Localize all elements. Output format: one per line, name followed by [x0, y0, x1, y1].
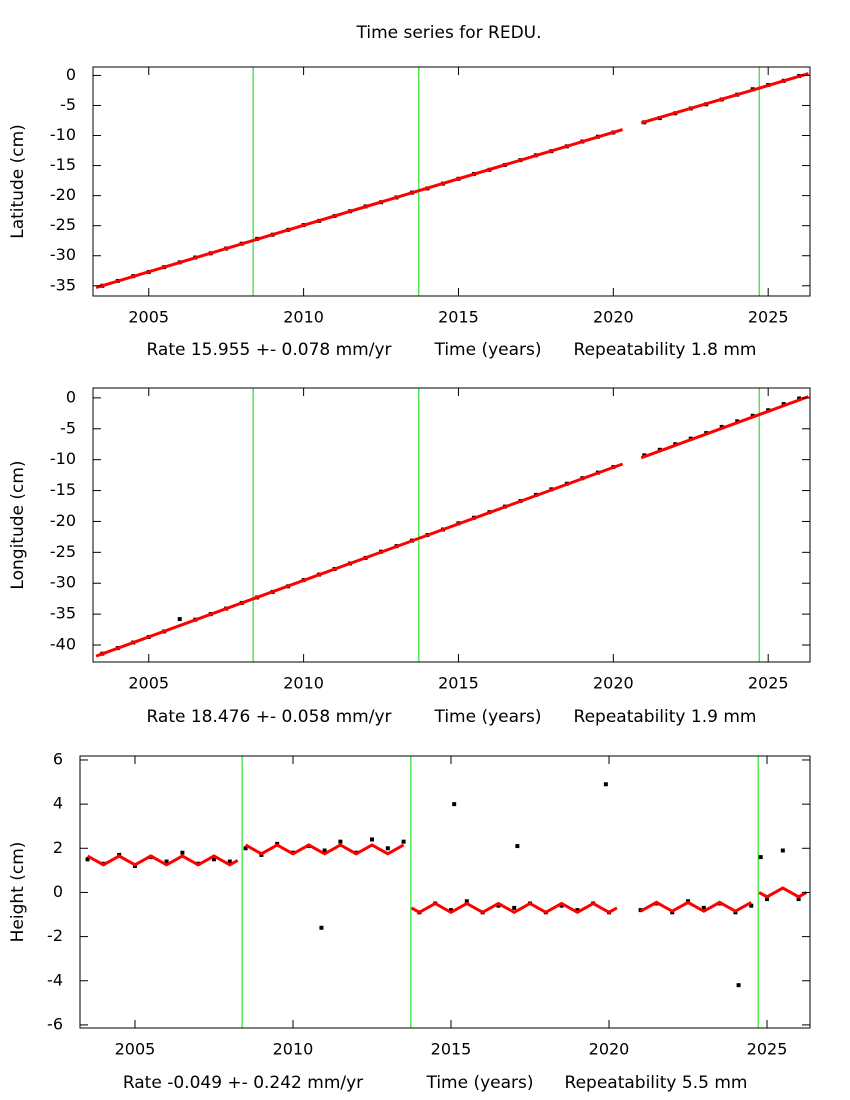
- x-tick-label: 2020: [589, 1040, 630, 1059]
- observation: [765, 897, 770, 902]
- y-tick-label: -2: [47, 926, 63, 945]
- y-tick-label: 0: [66, 65, 76, 84]
- x-tick-label: 2020: [593, 674, 634, 693]
- y-axis-label: Latitude (cm): [8, 124, 28, 239]
- x-tick-label: 2010: [273, 1040, 314, 1059]
- observation: [736, 983, 741, 988]
- observation: [449, 908, 454, 913]
- y-tick-label: -25: [50, 542, 76, 561]
- y-tick-label: -6: [47, 1014, 63, 1033]
- x-tick-label: 2015: [438, 674, 479, 693]
- repeatability-label: Repeatability 1.9 mm: [574, 707, 757, 727]
- x-tick-label: 2025: [748, 308, 789, 327]
- observation: [177, 617, 182, 622]
- observation: [496, 903, 501, 908]
- rate-label: Rate -0.049 +- 0.242 mm/yr: [123, 1073, 363, 1093]
- x-axis-label: Time (years): [433, 340, 541, 360]
- x-tick-label: 2010: [283, 308, 324, 327]
- observation: [780, 848, 785, 853]
- y-tick-label: -30: [50, 245, 76, 264]
- x-tick-label: 2005: [115, 1040, 156, 1059]
- y-tick-label: -20: [50, 185, 76, 204]
- y-tick-label: 0: [53, 882, 63, 901]
- observation: [559, 903, 564, 908]
- x-tick-label: 2015: [431, 1040, 472, 1059]
- observation: [180, 850, 185, 855]
- y-axis-label: Height (cm): [8, 842, 28, 943]
- y-tick-label: 4: [53, 794, 63, 813]
- x-tick-label: 2025: [747, 1040, 788, 1059]
- plot-frame: [92, 66, 811, 297]
- observation: [452, 802, 457, 807]
- observation: [164, 859, 169, 864]
- y-tick-label: 2: [53, 838, 63, 857]
- x-tick-label: 2015: [438, 308, 479, 327]
- observation: [575, 908, 580, 913]
- x-tick-label: 2020: [593, 308, 634, 327]
- observation: [603, 782, 608, 787]
- observation: [758, 855, 763, 860]
- observation: [322, 848, 327, 853]
- model-line: [95, 72, 809, 290]
- observation: [370, 837, 374, 842]
- x-tick-label: 2025: [748, 674, 789, 693]
- x-tick-label: 2010: [283, 674, 324, 693]
- y-tick-label: -5: [60, 95, 76, 114]
- observation: [781, 402, 786, 407]
- y-tick-label: -35: [50, 604, 76, 623]
- y-tick-label: -20: [50, 511, 76, 530]
- observation: [464, 899, 469, 904]
- model-line: [86, 843, 808, 915]
- observation: [401, 839, 406, 844]
- y-axis-label: Longitude (cm): [8, 460, 28, 589]
- y-tick-label: -15: [50, 155, 76, 174]
- rate-label: Rate 15.955 +- 0.078 mm/yr: [146, 340, 391, 360]
- observation: [515, 844, 520, 849]
- y-tick-label: 6: [53, 749, 63, 768]
- observation: [512, 905, 517, 910]
- y-tick-label: -4: [47, 970, 63, 989]
- observation: [796, 897, 801, 902]
- repeatability-label: Repeatability 1.8 mm: [574, 340, 757, 360]
- x-tick-label: 2005: [128, 674, 169, 693]
- y-tick-label: -35: [50, 275, 76, 294]
- observation: [701, 905, 706, 910]
- y-tick-label: -30: [50, 573, 76, 592]
- y-tick-label: -25: [50, 215, 76, 234]
- observation: [338, 839, 343, 844]
- y-tick-label: 0: [66, 387, 76, 406]
- rate-label: Rate 18.476 +- 0.058 mm/yr: [146, 707, 391, 727]
- observation: [211, 857, 216, 862]
- page-title: Time series for REDU.: [355, 23, 541, 43]
- x-axis-label: Time (years): [425, 1073, 533, 1093]
- observation: [85, 857, 90, 862]
- y-tick-label: -5: [60, 418, 76, 437]
- y-tick-label: -10: [50, 449, 76, 468]
- observation: [319, 925, 324, 930]
- observation: [749, 903, 754, 908]
- observation: [227, 859, 232, 864]
- y-tick-label: -40: [50, 635, 76, 654]
- observation: [385, 846, 390, 851]
- x-tick-label: 2005: [128, 308, 169, 327]
- observation: [243, 846, 248, 851]
- model-line: [95, 395, 809, 658]
- y-tick-label: -10: [50, 125, 76, 144]
- plot-frame: [92, 387, 811, 663]
- repeatability-label: Repeatability 5.5 mm: [565, 1073, 748, 1093]
- y-tick-label: -15: [50, 480, 76, 499]
- x-axis-label: Time (years): [433, 707, 541, 727]
